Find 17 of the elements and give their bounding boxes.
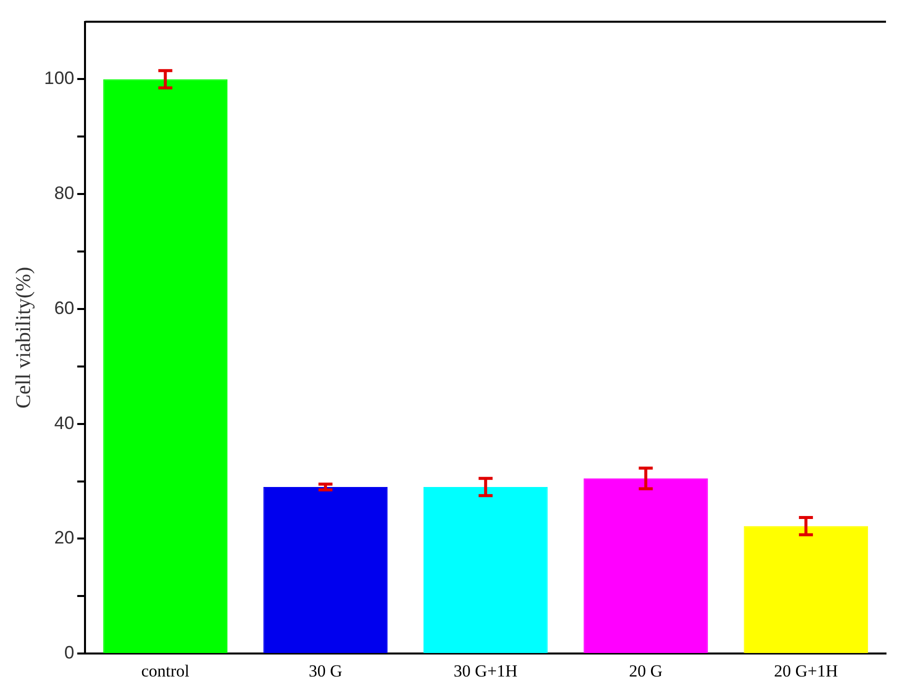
x-tick-label: 30 G+1H — [454, 661, 518, 680]
y-tick-label: 100 — [44, 68, 74, 88]
bar — [744, 526, 868, 654]
bar — [423, 487, 548, 654]
x-tick-label: control — [141, 661, 190, 680]
y-tick-label: 60 — [54, 298, 74, 318]
y-tick-label: 80 — [54, 183, 74, 204]
y-tick-label: 40 — [54, 412, 74, 433]
x-tick-label: 20 G+1H — [774, 661, 838, 680]
y-tick-label: 0 — [64, 642, 74, 663]
y-axis-title: Cell viability(%) — [11, 266, 36, 409]
x-tick-label: 30 G — [308, 661, 342, 680]
y-tick-label: 20 — [54, 528, 74, 548]
bar — [103, 79, 228, 654]
x-tick-label: 20 G — [629, 661, 663, 680]
bar — [584, 478, 708, 654]
bar — [263, 487, 388, 654]
